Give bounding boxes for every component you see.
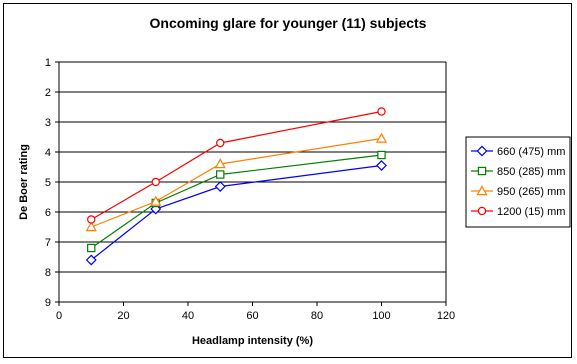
legend-marker xyxy=(478,167,485,174)
data-point xyxy=(88,244,95,251)
x-axis-title: Headlamp intensity (%) xyxy=(192,335,313,347)
data-point xyxy=(217,139,224,146)
y-tick-label: 1 xyxy=(45,57,51,69)
data-point xyxy=(217,171,224,178)
data-point xyxy=(378,151,385,158)
y-axis-title: De Boer rating xyxy=(18,144,30,220)
y-tick-label: 3 xyxy=(45,117,51,129)
legend-label: 660 (475) mm xyxy=(497,146,565,158)
legend: 660 (475) mm 850 (285) mm 950 (265) mm 1200… xyxy=(466,137,570,227)
y-tick-label: 8 xyxy=(45,267,51,279)
y-tick-label: 5 xyxy=(45,177,51,189)
y-tick-label: 2 xyxy=(45,87,51,99)
x-tick-label: 20 xyxy=(117,310,129,322)
x-tick-label: 0 xyxy=(56,310,62,322)
data-point xyxy=(378,108,385,115)
x-tick-label: 40 xyxy=(182,310,194,322)
data-point xyxy=(88,216,95,223)
chart-frame: Oncoming glare for younger (11) subjects… xyxy=(3,3,572,358)
y-tick-label: 9 xyxy=(45,297,51,309)
y-tick-label: 7 xyxy=(45,237,51,249)
x-tick-label: 80 xyxy=(311,310,323,322)
legend-label: 850 (285) mm xyxy=(497,166,565,178)
plot-area: 1 2 3 4 5 6 7 8 90 20 40 60 80 100 120 xyxy=(45,57,455,322)
legend-marker xyxy=(478,207,485,214)
line-chart: Oncoming glare for younger (11) subjects… xyxy=(4,4,573,359)
data-point xyxy=(152,178,159,185)
y-tick-label: 6 xyxy=(45,207,51,219)
x-tick-label: 100 xyxy=(372,310,390,322)
chart-title: Oncoming glare for younger (11) subjects xyxy=(150,15,427,31)
x-tick-label: 120 xyxy=(437,310,455,322)
y-tick-label: 4 xyxy=(45,147,51,159)
legend-label: 1200 (15) mm xyxy=(497,206,565,218)
x-tick-label: 60 xyxy=(246,310,258,322)
legend-label: 950 (265) mm xyxy=(497,186,565,198)
